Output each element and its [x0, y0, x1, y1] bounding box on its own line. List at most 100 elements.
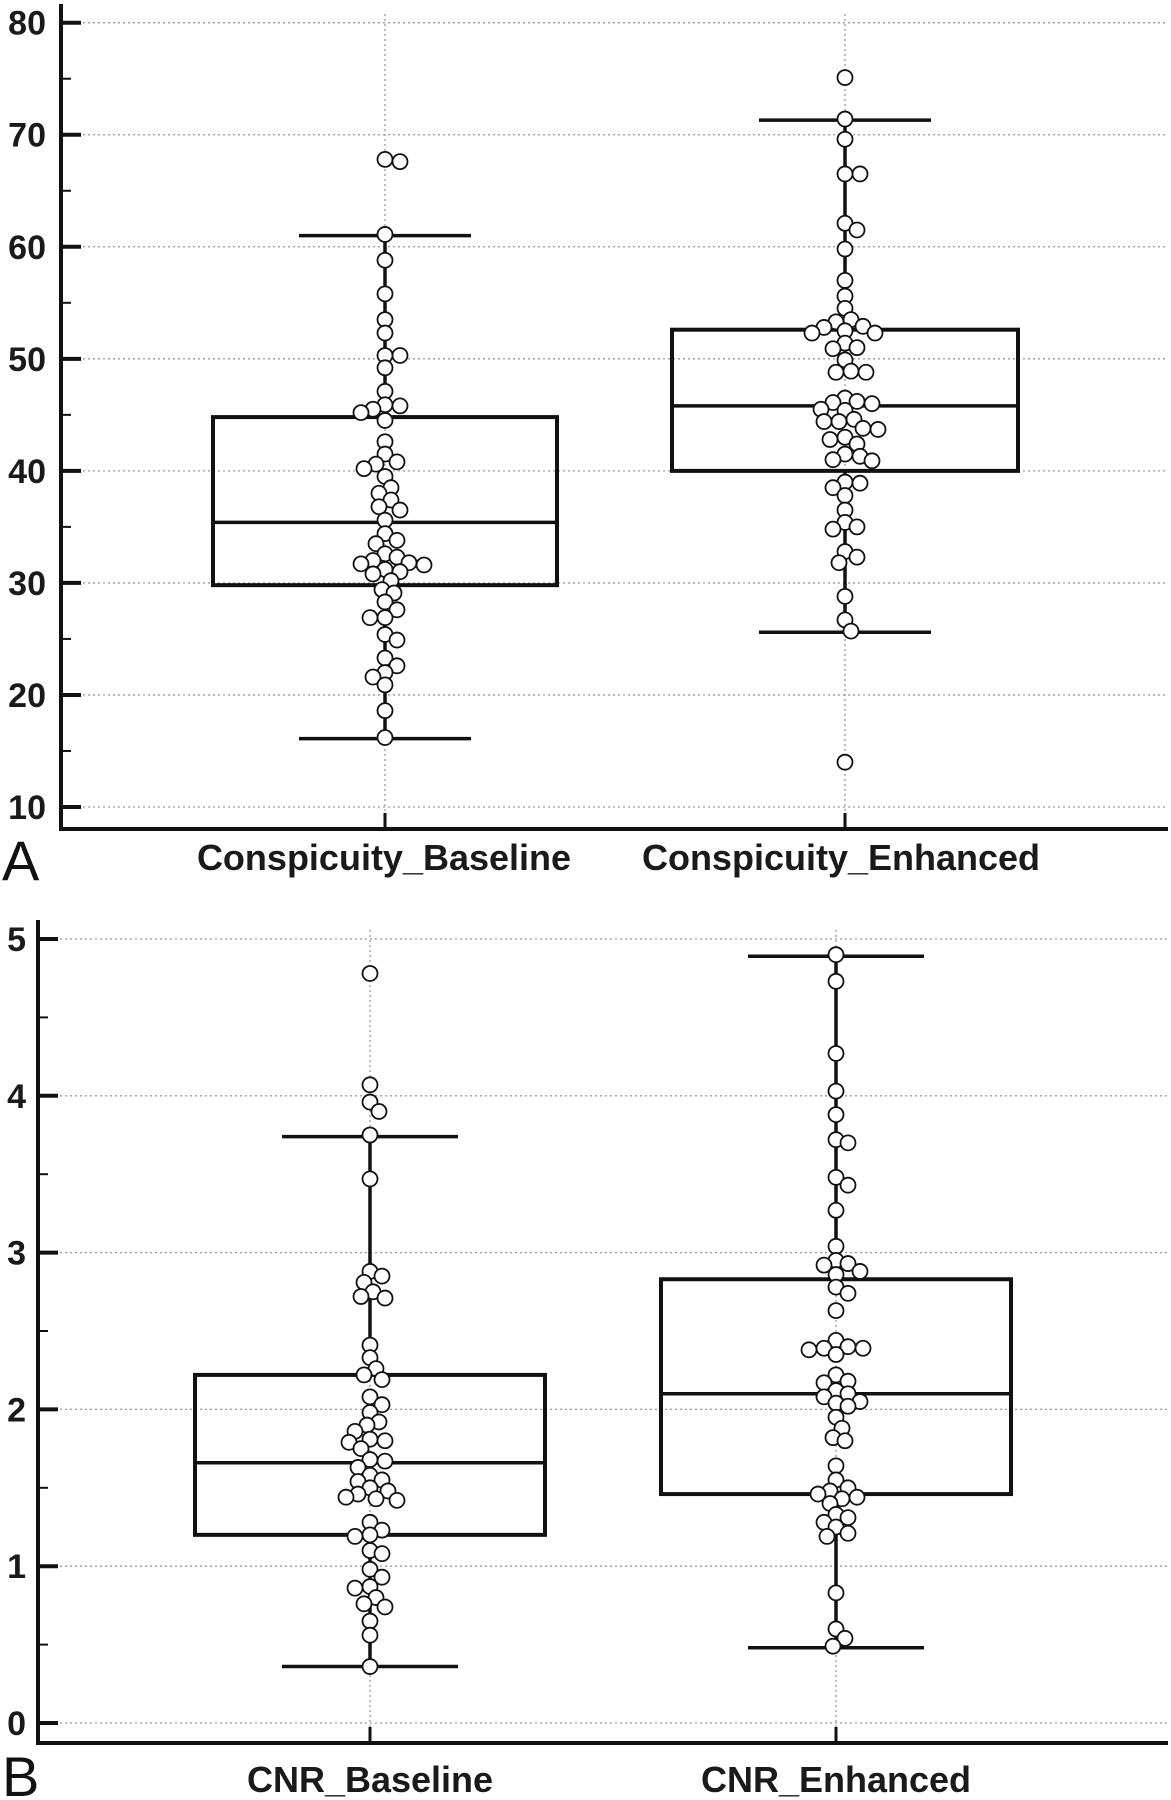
panel-a-baseline-data-point: [415, 556, 433, 574]
panel-a-baseline-data-point: [388, 453, 406, 471]
panel-b-enhanced-data-point: [839, 1284, 857, 1302]
panel-a-baseline-data-point: [352, 555, 370, 573]
panel-b-baseline-data-point: [373, 1545, 391, 1563]
panel-b-y-tick-label: 5: [7, 921, 26, 959]
panel-b-enhanced-data-point: [839, 1176, 857, 1194]
panel-b-enhanced-data-point: [839, 1397, 857, 1415]
panel-b-baseline-data-point: [373, 1371, 391, 1389]
panel-b-enhanced-data-point: [827, 1237, 845, 1255]
panel-a-enhanced-data-point: [821, 431, 839, 448]
panel-b-baseline-data-point: [361, 1126, 379, 1144]
panel-a-points: [352, 69, 887, 771]
panel-a-enhanced-data-point: [836, 753, 854, 771]
panel-b-baseline-data-point: [355, 1366, 373, 1384]
panel-a-y-tick-label: 80: [8, 5, 46, 43]
panel-b-enhanced-data-point: [839, 1255, 857, 1272]
panel-b-boxes: [193, 954, 1013, 1669]
panel-b: 0 1 2 3 4 5 B CNR_Baseline CNR_Enhanced: [2, 920, 1168, 1800]
panel-a-baseline-data-point: [361, 609, 379, 627]
panel-b-enhanced-data-point: [827, 1168, 845, 1186]
panel-a-enhanced-data-point: [851, 474, 869, 492]
panel-b-enhanced-data-point: [839, 1524, 857, 1542]
panel-a-baseline-data-point: [352, 404, 370, 422]
panel-b-points: [337, 946, 872, 1675]
panel-a-category-label-enhanced: Conspicuity_Enhanced: [642, 837, 1040, 878]
panel-a-enhanced-data-point: [851, 165, 869, 183]
panel-a-baseline-data-point: [391, 501, 409, 519]
panel-a-baseline-data-point: [391, 347, 409, 364]
panel-b-baseline-data-point: [361, 1526, 379, 1544]
panel-b-baseline-data-point: [361, 1076, 379, 1094]
panel-a-baseline-data-point: [364, 565, 382, 583]
panel-a-enhanced-data-point: [824, 451, 842, 469]
panel-b-enhanced-data-point: [827, 972, 845, 990]
panel-b-enhanced-data-point: [839, 1134, 857, 1152]
panel-b-baseline-data-point: [355, 1595, 373, 1613]
panel-b-enhanced-data-point: [827, 1045, 845, 1062]
panel-a-enhanced-data-point: [842, 362, 860, 380]
panel-b-y-tick-label: 3: [7, 1235, 26, 1273]
panel-a-enhanced-data-point: [836, 271, 854, 289]
panel-b-enhanced-data-point: [818, 1528, 836, 1545]
panel-a-letter: A: [2, 829, 40, 892]
panel-b-baseline-data-point: [373, 1267, 391, 1285]
panel-b-baseline-data-point: [346, 1528, 364, 1545]
panel-b-enhanced-data-point: [809, 1485, 827, 1503]
panel-a-enhanced-data-point: [863, 452, 881, 470]
panel-b-enhanced-data-point: [827, 1302, 845, 1320]
panel-a-category-label-baseline: Conspicuity_Baseline: [197, 837, 571, 878]
panel-b-grid: [50, 930, 1168, 1743]
panel-b-baseline-data-point: [367, 1490, 385, 1508]
panel-b-axes: 0 1 2 3 4 5: [7, 920, 1168, 1745]
panel-b-baseline-data-point: [361, 965, 379, 982]
panel-a-enhanced-data-point: [836, 240, 854, 258]
panel-a-grid: [73, 14, 1168, 829]
panel-a-baseline-data-point: [388, 631, 406, 649]
panel-b-baseline-data-point: [337, 1488, 355, 1506]
panel-b-y-tick-label: 2: [7, 1391, 26, 1429]
panel-b-baseline-data-point: [376, 1432, 394, 1450]
panel-b-enhanced-data-point: [854, 1339, 872, 1357]
panel-a-baseline-data-point: [391, 153, 409, 171]
panel-b-enhanced-data-point: [827, 946, 845, 964]
panel-a-axes: 10 20 30 40 50 60 70 80: [8, 4, 1168, 831]
panel-a-baseline-data-point: [376, 150, 394, 168]
panel-a-enhanced-data-point: [836, 165, 854, 183]
panel-a-y-tick-label: 70: [8, 117, 46, 155]
panel-a-enhanced-data-point: [824, 479, 842, 497]
panel-a-enhanced-data-point: [836, 587, 854, 605]
panel-b-baseline-data-point: [373, 1396, 391, 1414]
panel-a-baseline-data-point: [388, 601, 406, 619]
panel-a-baseline-data-point: [376, 412, 394, 429]
panel-a-enhanced-data-point: [836, 110, 854, 128]
panel-b-enhanced-data-point: [827, 1346, 845, 1363]
panel-b-baseline-data-point: [361, 1626, 379, 1644]
panel-a-baseline-data-point: [376, 324, 394, 342]
panel-b-baseline-data-point: [346, 1579, 364, 1597]
panel-b-baseline-data-point: [352, 1288, 370, 1305]
panel-a-baseline-data-point: [376, 729, 394, 746]
panel-b-category-label-baseline: CNR_Baseline: [247, 1759, 493, 1800]
panel-b-enhanced-data-point: [827, 1201, 845, 1219]
panel-b-baseline-data-point: [361, 1560, 379, 1578]
panel-b-enhanced-data-point: [848, 1488, 866, 1506]
panel-b-baseline-data-point: [352, 1440, 370, 1457]
panel-a-baseline-data-point: [376, 702, 394, 720]
panel-a-enhanced-data-point: [836, 487, 854, 504]
panel-a-enhanced-data-point: [836, 69, 854, 87]
panel-b-labels: B CNR_Baseline CNR_Enhanced: [2, 1745, 971, 1800]
panel-a-enhanced-data-point: [848, 518, 866, 536]
panel-a-baseline-data-point: [376, 676, 394, 694]
panel-b-enhanced-data-point: [827, 1584, 845, 1602]
panel-b-enhanced-data-point: [827, 1457, 845, 1475]
panel-a-enhanced-data-point: [869, 421, 887, 438]
panel-a-baseline-data-point: [376, 251, 394, 269]
panel-a-enhanced-data-point: [830, 413, 848, 430]
panel-b-enhanced-data-point: [836, 1432, 854, 1450]
panel-a-enhanced-data-point: [836, 130, 854, 148]
panel-a-enhanced-data-point: [824, 340, 842, 358]
panel-a-y-tick-label: 20: [8, 677, 46, 715]
panel-a-enhanced-data-point: [848, 221, 866, 239]
panel-b-baseline-data-point: [388, 1491, 406, 1509]
